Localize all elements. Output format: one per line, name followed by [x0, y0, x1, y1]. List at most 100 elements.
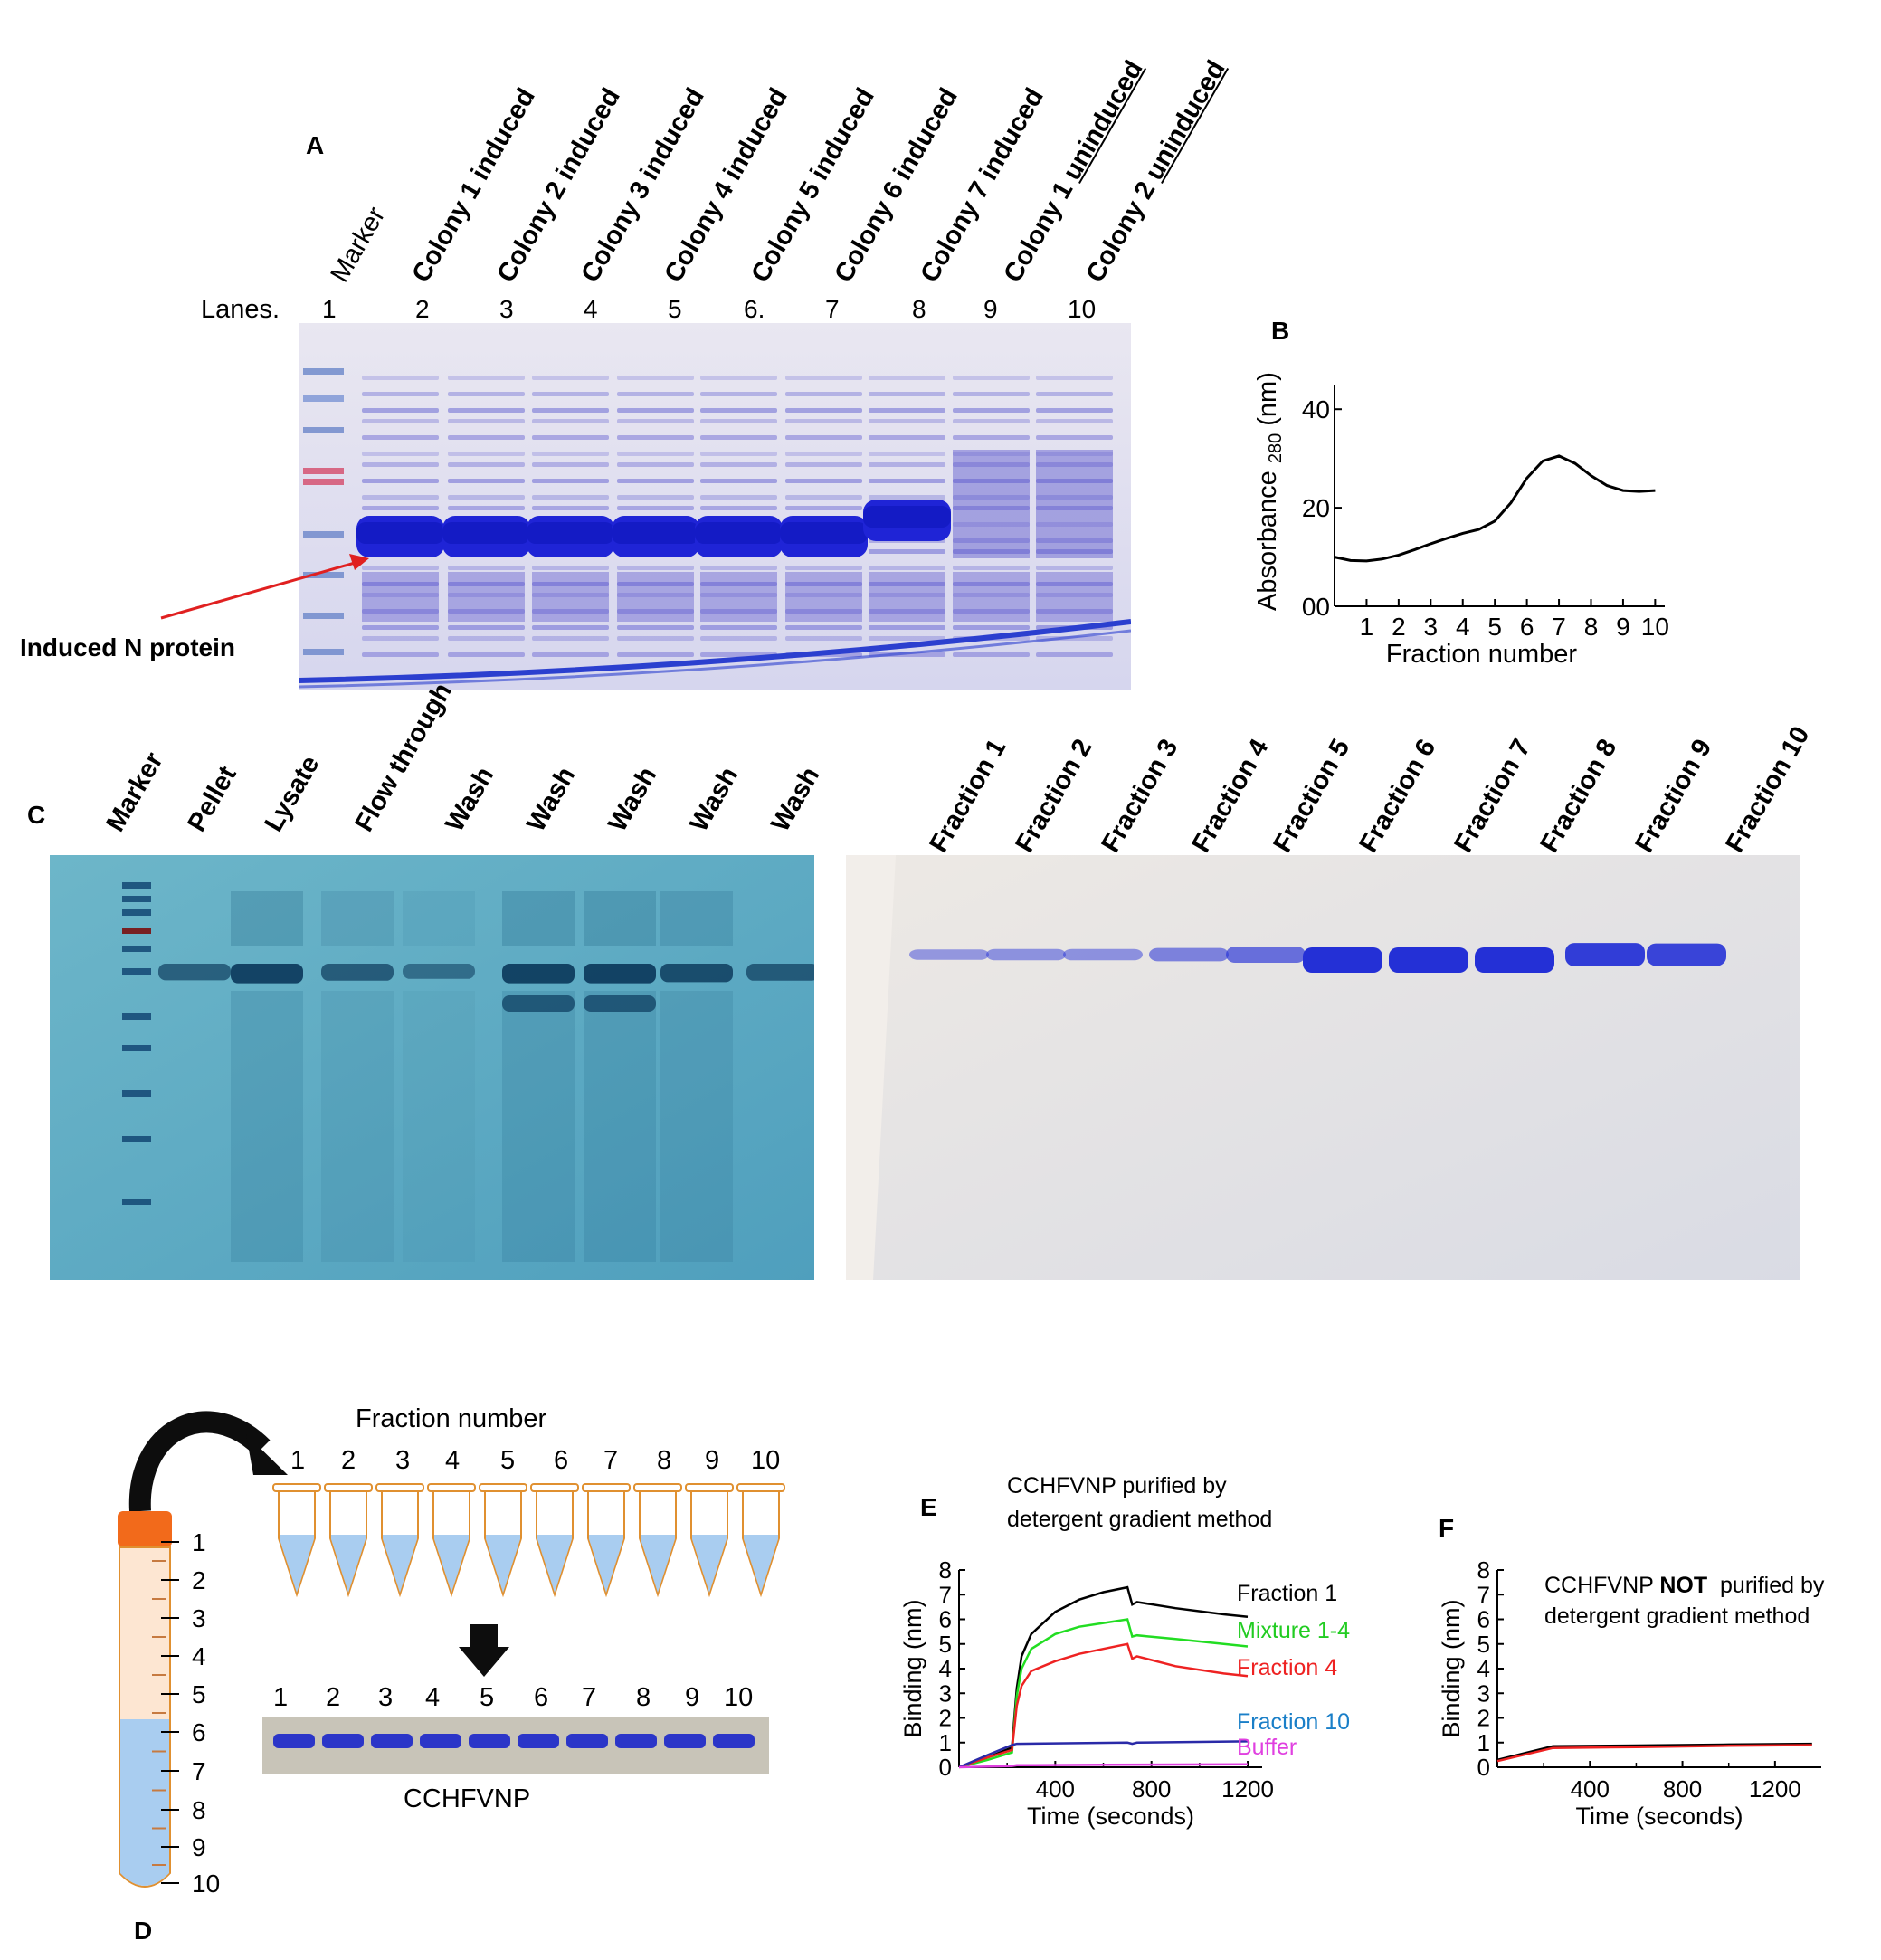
gel-c-left	[50, 855, 814, 1280]
tube-liquid	[486, 1535, 520, 1593]
gel-c-left-band	[584, 964, 656, 984]
gel-c-right-label: Fraction 8	[1534, 734, 1623, 858]
gel-c-right-band	[909, 949, 989, 960]
marker-band	[122, 1045, 151, 1051]
b-y-tick-label: 40	[1302, 395, 1330, 423]
tube-liquid	[537, 1535, 572, 1593]
series-label: Fraction 1	[1237, 1581, 1337, 1606]
gel-d-number: 10	[724, 1683, 754, 1712]
lane-number-5: 5	[668, 295, 682, 323]
tube-number: 6	[554, 1446, 569, 1475]
scale-number: 2	[192, 1566, 206, 1594]
b-x-tick-label: 4	[1456, 613, 1470, 641]
series-label: Fraction 10	[1237, 1709, 1350, 1735]
scale-number: 9	[192, 1833, 206, 1861]
gel-c-left-label: Pellet	[182, 761, 242, 837]
marker-band	[122, 1136, 151, 1142]
panel-f-title-2: detergent gradient method	[1544, 1603, 1810, 1629]
b-x-tick-label: 8	[1584, 613, 1599, 641]
gel-c-left-label: Wash	[603, 762, 663, 837]
gel-c-right-band	[1226, 946, 1306, 964]
tube-number: 2	[341, 1446, 356, 1475]
tube-number: 3	[395, 1446, 411, 1475]
gel-c-left-label: Flow through	[349, 678, 458, 837]
tube-cap	[633, 1483, 682, 1492]
gel-c-left-smear	[584, 891, 656, 946]
gel-c-left-smear	[660, 891, 733, 946]
series-line	[958, 1740, 1249, 1769]
gel-c-left-band	[502, 995, 575, 1012]
tube-number: 8	[657, 1446, 672, 1475]
panel-c-label: C	[27, 801, 46, 829]
y-tick-label: 7	[1477, 1581, 1490, 1608]
gel-c-left-smear	[231, 991, 303, 1262]
marker-band	[122, 896, 151, 902]
gel-d	[262, 1717, 769, 1774]
panel-f-title-pre: CCHFVNP	[1544, 1573, 1660, 1598]
gel-c-right-band	[986, 948, 1066, 961]
tube-liquid	[434, 1535, 469, 1593]
b-x-tick-label: 2	[1392, 613, 1406, 641]
gel-d-band	[518, 1734, 559, 1748]
tube-liquid	[120, 1719, 169, 1886]
gel-c-left-smear	[584, 991, 656, 1262]
series-line	[1496, 1742, 1812, 1762]
series-label: Mixture 1-4	[1237, 1618, 1350, 1643]
tube-cap	[479, 1483, 527, 1492]
tube-number: 7	[603, 1446, 619, 1475]
gel-c-left-label: Wash	[765, 762, 826, 837]
lanes-prefix: Lanes.	[201, 295, 280, 324]
gel-c-left-smear	[321, 991, 394, 1262]
tube-cap	[118, 1511, 172, 1547]
b-y-label-sub: 280	[1266, 433, 1286, 463]
series-line	[958, 1763, 1249, 1769]
y-label: Binding (nm)	[1438, 1599, 1465, 1737]
lane-label-text: Colony 2	[1080, 170, 1165, 288]
tube-cap	[530, 1483, 579, 1492]
gel-d-number: 5	[480, 1683, 495, 1712]
lane-number-7: 7	[825, 295, 840, 323]
marker-band	[122, 928, 151, 934]
y-tick-label: 3	[1477, 1679, 1490, 1707]
series-line	[1496, 1744, 1812, 1763]
panel-f-title-bold: NOT	[1659, 1573, 1708, 1598]
gel-d-caption: CCHFVNP	[404, 1784, 531, 1813]
b-y-label-unit: (nm)	[1253, 372, 1282, 433]
lane-label-1: Marker	[325, 202, 392, 288]
series-line	[958, 1618, 1249, 1769]
gel-d-number: 2	[326, 1683, 341, 1712]
gel-c-right-label: Fraction 4	[1186, 734, 1275, 858]
centrifuge-tube: 1 2 3 4 5 6 7 8 9 10	[118, 1511, 220, 1898]
b-x-tick-label: 6	[1520, 613, 1534, 641]
fraction-number-title: Fraction number	[356, 1404, 547, 1433]
gel-a-image	[299, 323, 1131, 690]
scale-number: 10	[192, 1870, 220, 1898]
x-tick-label: 400	[1036, 1775, 1075, 1803]
marker-band	[122, 909, 151, 916]
scale-number: 1	[192, 1528, 206, 1556]
y-tick-label: 5	[939, 1631, 952, 1658]
gel-c-left-band	[231, 964, 303, 984]
gel-d-band	[469, 1734, 510, 1748]
panel-e-label: E	[920, 1493, 937, 1521]
gel-d-number: 6	[534, 1683, 549, 1712]
panel-d-label: D	[134, 1917, 153, 1945]
y-tick-label: 3	[939, 1679, 952, 1707]
y-tick-label: 1	[1477, 1729, 1490, 1756]
panel-f-title-1: CCHFVNP NOT purified by	[1544, 1573, 1824, 1599]
panel-f-title-post: purified by	[1707, 1573, 1825, 1598]
tube-cap	[427, 1483, 476, 1492]
x-tick-label: 800	[1663, 1775, 1702, 1803]
y-tick-label: 7	[939, 1581, 952, 1608]
b-y-label-main: Absorbance	[1253, 463, 1282, 611]
tube-cap	[324, 1483, 373, 1492]
b-y-tick-label: 20	[1302, 494, 1330, 522]
scale-number: 3	[192, 1604, 206, 1632]
lane-number-4: 4	[584, 295, 598, 323]
y-tick-label: 4	[1477, 1655, 1490, 1682]
curved-arrow	[128, 1411, 288, 1512]
scale-number: 7	[192, 1757, 206, 1785]
y-tick-label: 8	[939, 1556, 952, 1584]
